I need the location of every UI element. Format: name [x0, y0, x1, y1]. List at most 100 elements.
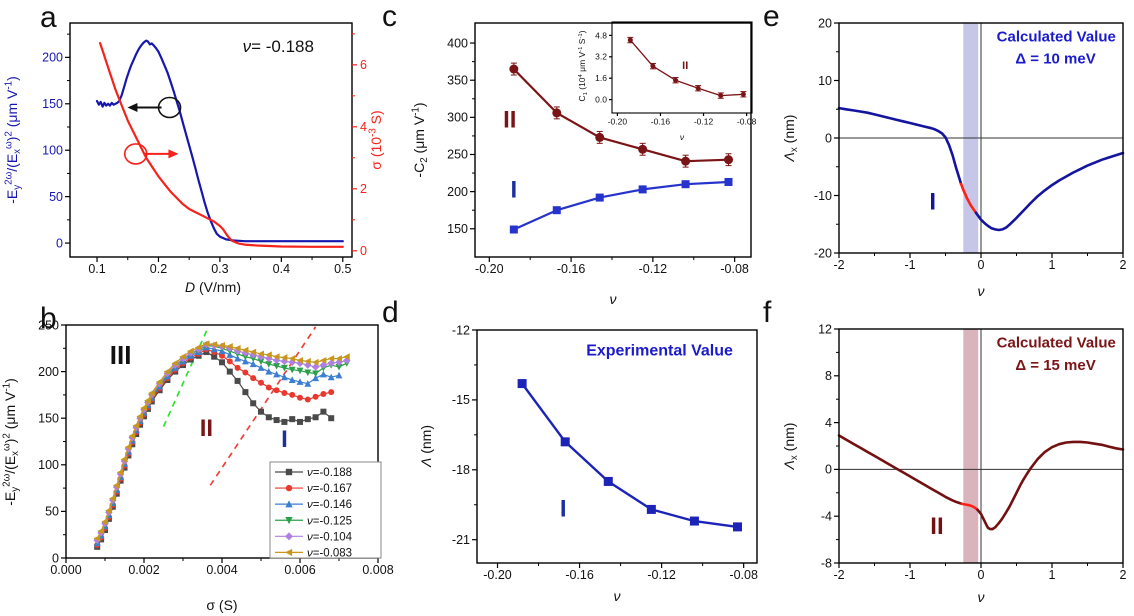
panel-a-series-0-line — [95, 39, 344, 243]
panel-b-series-0-marker — [312, 414, 319, 421]
panel-b-series-1-marker — [242, 369, 249, 376]
panel-c_inset-series-0-marker — [650, 63, 656, 69]
panel-b-series-0-marker — [289, 416, 296, 423]
panel-a-frame — [69, 22, 353, 258]
panel-b-legend-box — [269, 461, 382, 559]
panel-d-x-tick-label: -0.16 — [565, 568, 594, 582]
panel-b-series-5-marker — [132, 422, 140, 430]
panel-d-y-tick-label: -18 — [452, 463, 470, 477]
panel-d-series-0-marker — [733, 522, 743, 532]
panel-b-series-2-marker — [234, 354, 242, 362]
panel-e-series-1-line — [959, 182, 978, 215]
panel-b-series-5-marker — [195, 343, 202, 351]
panel-e-annotation-text: Calculated Value — [997, 28, 1116, 45]
panel-c_inset-annotation-text: II — [682, 60, 688, 72]
panel-b-series-5-marker — [218, 342, 225, 349]
panel-e-annotation-text: Δ = 10 meV — [1015, 50, 1095, 67]
panel-f-annotation-text: Δ = 15 meV — [1015, 357, 1095, 374]
panel-a-y-tick-label: 0 — [56, 236, 63, 250]
panel-c-x-tick-label: -0.16 — [557, 262, 586, 276]
panel-b-series-2-marker — [296, 378, 304, 385]
panel-c-series-0-marker — [552, 108, 562, 118]
panel-b-series-5-marker — [120, 455, 128, 463]
panel-b-legend-marker — [285, 517, 293, 525]
panel-b-y-tick-label: 50 — [45, 505, 59, 519]
panel-c_inset-y-tick-label: 4.8 — [595, 30, 607, 40]
panel-b-series-0-marker — [219, 359, 225, 366]
panel-b-series-5-marker — [241, 346, 249, 354]
panel-b-series-0-marker — [297, 418, 303, 425]
panel-f-y-tick-label: -4 — [821, 509, 832, 523]
panel-b-series-3-marker — [249, 355, 257, 363]
panel-c_inset-series-0-marker — [718, 93, 724, 99]
panel-d-y-tick-label: -21 — [452, 533, 470, 547]
panel-f-x-axis-title: ν — [978, 589, 985, 605]
panel-b-series-2-marker — [288, 376, 296, 383]
panel-b-series-1-marker — [258, 379, 264, 386]
panel-d-annotation-text: Experimental Value — [586, 343, 733, 360]
panel-c-y-axis-title: -C2 (μm V-1) — [411, 102, 430, 177]
panel-c_inset-y-tick-label: 0.0 — [595, 95, 607, 105]
panel-b-series-5-marker — [136, 412, 144, 420]
panel-b-series-5-marker — [335, 355, 342, 363]
panel-f-y-tick-label: 12 — [818, 322, 832, 336]
panel-d-x-axis-title: ν — [614, 588, 621, 604]
panel-f-series-1-line — [960, 502, 979, 512]
panel-b-series-0-marker — [273, 417, 280, 424]
panel-a-annotation-arrowhead — [127, 103, 138, 112]
panel-b-series-0-marker — [211, 353, 218, 360]
panel-d-series-0-marker — [560, 437, 570, 447]
panel-b-series-5-marker — [148, 389, 155, 397]
panel-b-legend-marker — [285, 484, 293, 492]
panel-b-series-5-marker — [280, 354, 288, 362]
panel-b: 0.000 0.002 0.004 0.006 0.008 0 50 100 150 200 250… — [2, 318, 394, 613]
panel-c_inset-y-tick-label: 3.2 — [595, 52, 607, 62]
panel-b-series-2-marker — [327, 373, 335, 381]
panel-b-series-1-marker — [312, 393, 319, 400]
panel-f-series-0-line — [837, 434, 964, 506]
panel-e-y-tick-label: 0 — [825, 131, 832, 145]
panel-b-series-3-marker — [288, 366, 296, 374]
panel-b-series-3-marker — [241, 353, 249, 361]
panel-a-x-tick-label: 0.2 — [150, 262, 167, 276]
panel-f-x-tick-label: 1 — [1049, 568, 1056, 582]
panel-b-series-2-marker — [241, 357, 249, 365]
panel-b-series-2-marker — [249, 360, 257, 368]
panel-b-series-5-marker — [105, 507, 112, 514]
panel-c_inset-x-tick-label: -0.08 — [737, 116, 757, 126]
panel-b-y-tick-label: 150 — [38, 411, 59, 425]
panel-d-series-0-marker — [603, 476, 613, 486]
panel-b-x-tick-label: 0.000 — [50, 563, 81, 577]
panel-b-y-tick-label: 250 — [38, 318, 59, 332]
panel-c-y-tick-label: 150 — [447, 222, 468, 236]
panel-b-series-0-marker — [258, 408, 264, 415]
panel-b-series-2-marker — [304, 380, 312, 387]
panel-a-y-axis-title: -Ey2ω/(Exω)2 (μm V-1) — [4, 76, 23, 204]
panel-d-series-0-marker — [646, 504, 656, 514]
panel-b-x-tick-label: 0.006 — [284, 563, 315, 577]
panel-b-x-axis-title: σ (S) — [206, 597, 237, 613]
panel-a-y-tick-label: 100 — [42, 143, 63, 157]
panel-b-series-1-marker — [320, 390, 327, 397]
panel-b-series-0-marker — [320, 408, 327, 415]
panel-b-x-tick-label: 0.004 — [206, 563, 237, 577]
panel-b-series-1-marker — [265, 384, 272, 391]
panel-a-y-tick-label: 50 — [49, 190, 63, 204]
panel-d-y-axis-title: Λ (nm) — [418, 425, 434, 468]
panel-b-series-5-marker — [296, 356, 303, 364]
panel-b-series-2-marker — [273, 370, 281, 378]
panel-a-y2-tick-label: 4 — [360, 120, 367, 134]
panel-a-y2-tick-label: 2 — [360, 182, 367, 196]
panel-f-y-axis-title: Λx (nm) — [781, 423, 800, 471]
panel-d-series-0-marker — [517, 379, 527, 389]
panel-b-series-3-marker — [335, 363, 343, 371]
panel-d-letter: d — [382, 296, 399, 329]
panel-b-series-0-marker — [281, 418, 288, 425]
panel-b-series-1-marker — [328, 389, 335, 396]
panel-b-series-5-marker — [156, 378, 163, 386]
panel-b-series-0-marker — [234, 377, 241, 384]
panel-b-series-5-marker — [226, 342, 233, 350]
